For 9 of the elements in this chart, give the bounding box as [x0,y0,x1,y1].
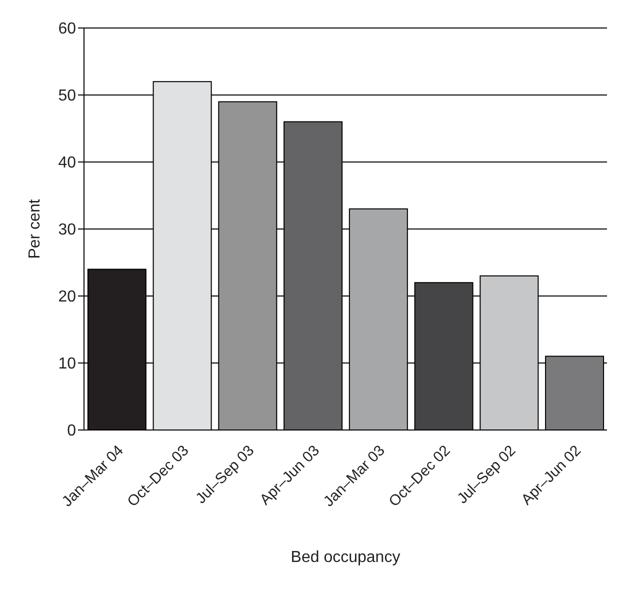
x-axis-title: Bed occupancy [290,549,400,566]
y-tick-label: 10 [58,356,76,373]
y-tick-label: 40 [58,154,76,172]
y-tick-label: 50 [58,88,76,105]
y-tick-label: 20 [58,288,76,306]
y-tick-label: 0 [67,422,76,440]
y-axis-title: Per cent [26,198,44,259]
y-tick-label: 30 [58,222,76,239]
y-tick-label: 60 [58,20,76,38]
